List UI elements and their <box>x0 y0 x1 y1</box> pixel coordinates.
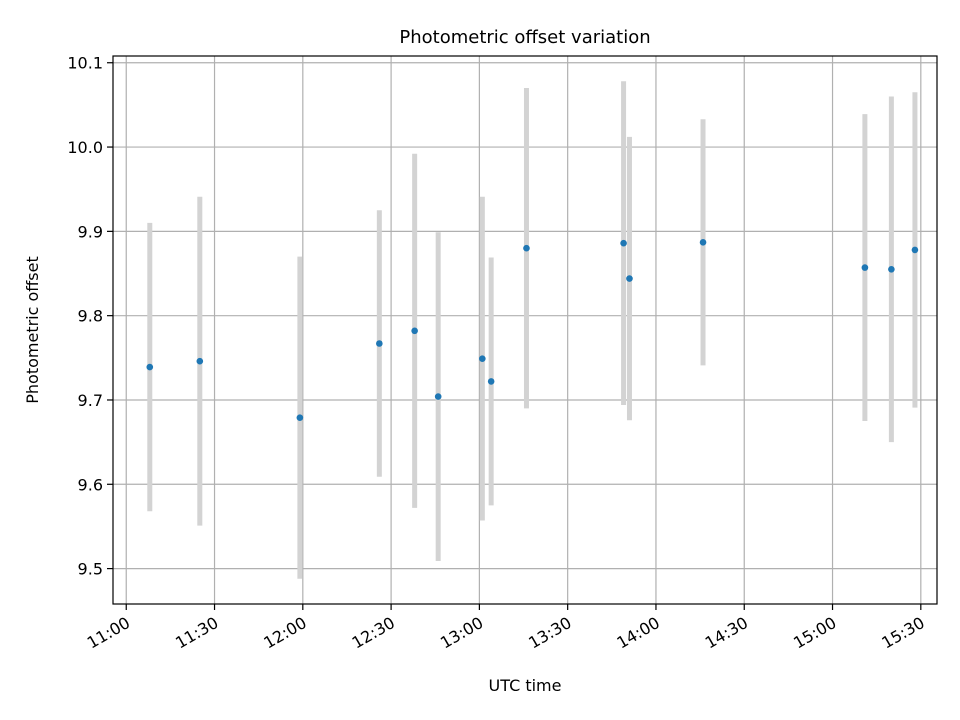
data-point <box>620 239 627 247</box>
plot-frame <box>112 55 938 605</box>
x-tick-label: 12:30 <box>349 613 398 653</box>
x-tick-label: 14:30 <box>702 613 751 653</box>
y-axis-ticks: 9.5 9.6 9.7 9.8 9.9 10.0 10.1 <box>67 54 113 579</box>
data-point <box>861 264 869 271</box>
x-axis-ticks: 11:00 11:30 12:00 12:30 13:00 13:30 14:00 14:30… <box>84 604 928 653</box>
y-tick-label: 9.8 <box>78 307 103 326</box>
data-point <box>888 265 895 273</box>
y-tick-label: 10.1 <box>67 54 103 73</box>
x-tick-label: 15:00 <box>790 613 839 653</box>
data-point <box>434 393 442 400</box>
y-tick-label: 9.5 <box>78 560 103 579</box>
data-point <box>699 239 707 246</box>
data-point <box>146 363 154 371</box>
y-axis-label: Photometric offset <box>23 256 42 404</box>
x-tick-label: 11:00 <box>84 613 133 653</box>
data-point <box>296 414 304 421</box>
chart-title: Photometric offset variation <box>399 27 650 48</box>
x-tick-label: 13:00 <box>437 613 486 653</box>
x-tick-label: 14:00 <box>614 613 663 653</box>
data-point <box>626 275 633 282</box>
data-point <box>196 357 204 365</box>
x-tick-label: 13:30 <box>525 613 574 653</box>
x-tick-label: 15:30 <box>878 613 927 653</box>
x-axis-label: UTC time <box>489 676 562 695</box>
y-tick-label: 9.7 <box>78 391 103 410</box>
y-tick-label: 10.0 <box>67 138 103 157</box>
data-point <box>411 327 418 335</box>
error-bars <box>147 81 918 579</box>
data-point <box>911 246 919 254</box>
x-tick-label: 11:30 <box>172 613 221 653</box>
x-tick-label: 12:00 <box>260 613 309 653</box>
data-point <box>523 244 530 252</box>
data-point <box>487 378 495 385</box>
data-point <box>479 355 486 362</box>
y-tick-label: 9.9 <box>78 222 103 241</box>
y-tick-label: 9.6 <box>78 475 103 494</box>
data-points <box>146 239 919 421</box>
data-point <box>376 340 383 347</box>
